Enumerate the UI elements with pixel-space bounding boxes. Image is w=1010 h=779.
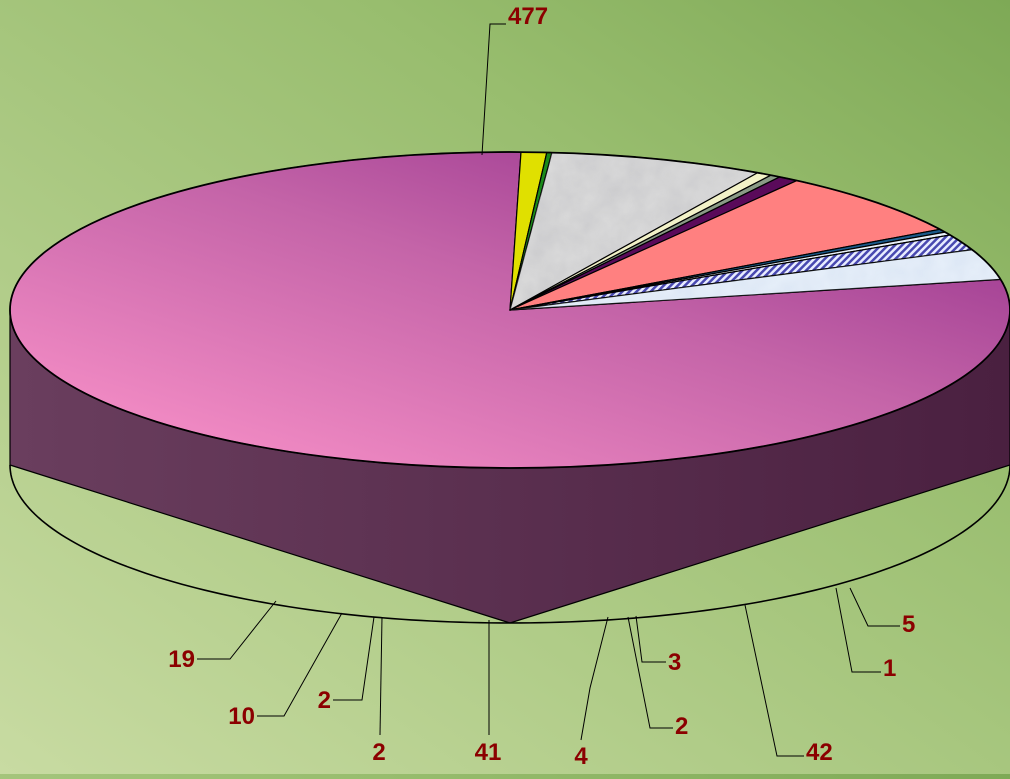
data-label-0: 477: [508, 3, 548, 30]
leader-line-10: [257, 612, 343, 717]
data-label-3: 42: [806, 739, 833, 766]
data-label-5: 2: [675, 713, 688, 740]
data-label-9: 2: [318, 687, 331, 714]
data-label-10: 10: [228, 703, 255, 730]
leader-line-2: [835, 587, 881, 673]
data-label-8: 2: [372, 739, 385, 766]
leader-line-11: [197, 600, 277, 660]
leader-line-6: [580, 616, 609, 741]
leader-line-1: [849, 587, 900, 627]
leader-line-9: [333, 616, 375, 701]
data-label-2: 1: [883, 655, 896, 682]
data-label-11: 19: [168, 646, 195, 673]
leader-line-3: [744, 604, 804, 757]
leader-line-8: [379, 616, 383, 736]
leader-line-0: [481, 23, 506, 156]
pie-slice-texture-11: [510, 249, 1001, 310]
data-label-4: 3: [668, 649, 681, 676]
leader-line-5: [627, 616, 673, 729]
pie-slice-texture-3: [510, 152, 758, 310]
pie-rim-bottom: [9, 464, 1010, 624]
leader-line-4: [635, 615, 666, 663]
data-label-1: 5: [902, 611, 915, 638]
data-label-7: 41: [475, 739, 502, 766]
data-label-6: 4: [574, 743, 588, 770]
pie-rim-top: [9, 151, 1010, 469]
